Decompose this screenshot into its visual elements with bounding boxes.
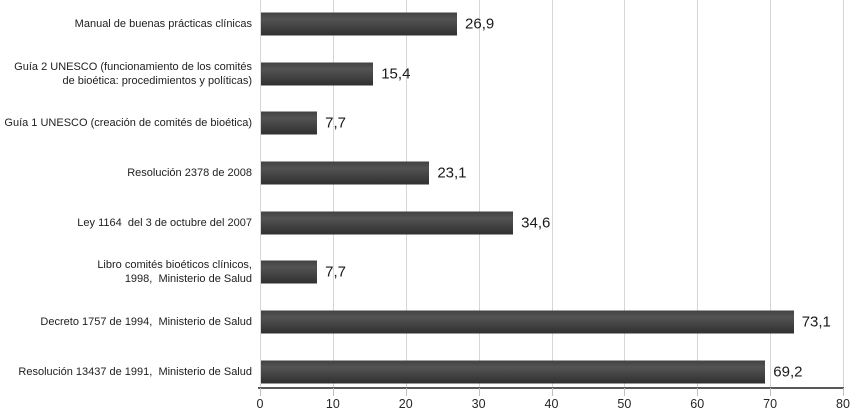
gridline-60 bbox=[697, 0, 699, 388]
value-label: 26,9 bbox=[465, 15, 495, 33]
x-tick-label-70: 70 bbox=[763, 397, 778, 411]
x-tick-60 bbox=[697, 388, 699, 396]
value-label: 15,4 bbox=[381, 65, 411, 83]
x-tick-label-30: 30 bbox=[471, 397, 486, 411]
bar bbox=[261, 360, 766, 384]
gridline-20 bbox=[405, 0, 407, 388]
category-label: Guía 2 UNESCO (funcionamiento de los com… bbox=[14, 60, 252, 87]
gridline-10 bbox=[332, 0, 334, 388]
x-tick-50 bbox=[624, 388, 626, 396]
category-label: Resolución 2378 de 2008 bbox=[127, 167, 252, 180]
x-tick-label-0: 0 bbox=[256, 397, 264, 411]
category-label: Decreto 1757 de 1994, Ministerio de Salu… bbox=[40, 315, 252, 328]
x-tick-30 bbox=[478, 388, 480, 396]
gridline-50 bbox=[624, 0, 626, 388]
gridline-80 bbox=[843, 0, 844, 388]
value-label: 34,6 bbox=[521, 214, 551, 232]
bar bbox=[261, 161, 430, 185]
category-label: Ley 1164 del 3 de octubre del 2007 bbox=[77, 216, 252, 229]
x-tick-80 bbox=[843, 388, 844, 396]
gridline-40 bbox=[551, 0, 553, 388]
x-tick-label-80: 80 bbox=[836, 397, 850, 411]
category-label: Libro comités bioéticos clínicos, 1998, … bbox=[97, 259, 252, 286]
x-tick-70 bbox=[770, 388, 772, 396]
value-label: 23,1 bbox=[437, 164, 467, 182]
category-label: Manual de buenas prácticas clínicas bbox=[74, 18, 252, 31]
bar bbox=[261, 12, 458, 36]
bar bbox=[261, 211, 514, 235]
value-label: 7,7 bbox=[325, 114, 346, 132]
gridline-30 bbox=[478, 0, 480, 388]
x-tick-label-60: 60 bbox=[690, 397, 705, 411]
value-label: 73,1 bbox=[801, 313, 831, 331]
value-label: 69,2 bbox=[773, 363, 803, 381]
bar bbox=[261, 62, 374, 86]
x-tick-20 bbox=[405, 388, 407, 396]
x-tick-0 bbox=[260, 388, 261, 396]
x-tick-label-20: 20 bbox=[398, 397, 413, 411]
bar bbox=[261, 111, 318, 135]
category-label: Guía 1 UNESCO (creación de comités de bi… bbox=[4, 117, 252, 130]
gridline-70 bbox=[770, 0, 772, 388]
category-label: Resolución 13437 de 1991, Ministerio de … bbox=[18, 365, 252, 378]
x-axis-line bbox=[258, 387, 844, 389]
x-tick-40 bbox=[551, 388, 553, 396]
x-tick-label-40: 40 bbox=[544, 397, 559, 411]
x-tick-label-10: 10 bbox=[325, 397, 340, 411]
bar bbox=[261, 310, 794, 334]
value-label: 7,7 bbox=[325, 263, 346, 281]
x-tick-10 bbox=[332, 388, 334, 396]
bar bbox=[261, 260, 318, 284]
x-tick-label-50: 50 bbox=[617, 397, 632, 411]
gridline-0 bbox=[260, 0, 261, 388]
